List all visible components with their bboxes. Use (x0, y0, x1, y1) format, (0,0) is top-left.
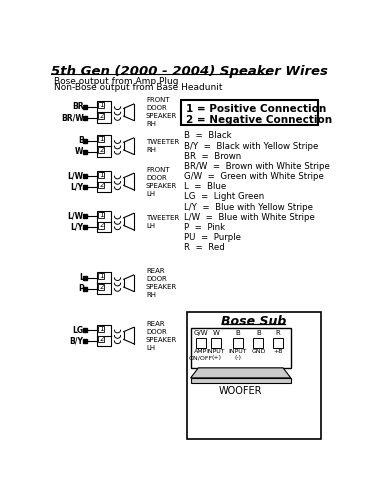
Bar (211, 338, 221, 348)
Text: 1: 1 (99, 136, 104, 142)
Bar (98, 273, 104, 279)
Text: +B: +B (273, 349, 283, 354)
Text: B: B (78, 136, 83, 145)
Bar (253, 338, 264, 348)
Text: W: W (213, 330, 220, 336)
Text: L/W: L/W (68, 172, 83, 181)
Text: 1: 1 (99, 102, 104, 108)
Text: TWEETER
LH: TWEETER LH (146, 215, 179, 229)
Text: 2: 2 (99, 147, 104, 153)
Text: L: L (79, 273, 83, 282)
Bar (98, 325, 104, 332)
Bar (98, 284, 104, 290)
Bar (97, 171, 111, 192)
Text: BR  =  Brown: BR = Brown (184, 152, 241, 161)
Text: 1 = Positive Connection: 1 = Positive Connection (186, 104, 326, 114)
Bar (97, 135, 111, 157)
Text: LG  =  Light Green: LG = Light Green (184, 193, 264, 202)
Text: Non-Bose output from Base Headunit: Non-Bose output from Base Headunit (55, 83, 223, 92)
Bar (98, 182, 104, 189)
Text: R  =  Red: R = Red (184, 244, 224, 252)
Text: AMP
ON/OFF: AMP ON/OFF (188, 349, 213, 360)
Text: 2: 2 (99, 284, 104, 290)
Text: 43: 43 (233, 338, 243, 347)
Text: G/W: G/W (193, 330, 208, 336)
Text: 2: 2 (99, 336, 104, 342)
Bar (233, 338, 243, 348)
Text: INPUT
(+): INPUT (+) (207, 349, 225, 360)
Text: W: W (75, 147, 83, 156)
Polygon shape (191, 368, 291, 378)
Bar (98, 212, 104, 218)
Text: 1: 1 (99, 326, 104, 332)
Text: Bose output from Amp Plug: Bose output from Amp Plug (55, 77, 179, 86)
Bar (98, 147, 104, 153)
Text: LG: LG (72, 326, 83, 335)
Text: TWEETER
RH: TWEETER RH (146, 139, 179, 153)
Text: B  =  Black: B = Black (184, 132, 231, 141)
Text: REAR
DOOR
SPEAKER
LH: REAR DOOR SPEAKER LH (146, 320, 177, 350)
Text: L/Y: L/Y (71, 183, 83, 192)
Bar (97, 325, 111, 346)
Text: Bose Sub: Bose Sub (221, 315, 287, 328)
Text: 1: 1 (99, 172, 104, 178)
Text: INPUT
(-): INPUT (-) (228, 349, 247, 360)
Text: 1: 1 (99, 273, 104, 279)
Text: L/W  =  Blue with White Stripe: L/W = Blue with White Stripe (184, 213, 315, 222)
Text: 2 = Negative Connection: 2 = Negative Connection (186, 115, 332, 125)
Text: 44: 44 (211, 338, 221, 347)
Text: PU  =  Purple: PU = Purple (184, 233, 241, 242)
Bar (98, 336, 104, 342)
Text: FRONT
DOOR
SPEAKER
LH: FRONT DOOR SPEAKER LH (146, 167, 177, 197)
Bar (97, 211, 111, 233)
Text: B/Y  =  Black with Yellow Stripe: B/Y = Black with Yellow Stripe (184, 142, 318, 151)
Bar (98, 102, 104, 108)
Text: BR/W: BR/W (61, 113, 83, 122)
Text: GND: GND (251, 349, 266, 354)
Text: G/W  =  Green with White Stripe: G/W = Green with White Stripe (184, 172, 324, 181)
Bar (191, 378, 291, 383)
Text: L/Y  =  Blue with Yellow Stripe: L/Y = Blue with Yellow Stripe (184, 203, 313, 212)
Bar (98, 223, 104, 229)
Bar (196, 338, 206, 348)
Text: P: P (78, 284, 83, 293)
Text: 2: 2 (99, 113, 104, 119)
Bar (98, 172, 104, 178)
Text: REAR
DOOR
SPEAKER
RH: REAR DOOR SPEAKER RH (146, 268, 177, 298)
Text: R: R (275, 330, 280, 336)
Text: FRONT
DOOR
SPEAKER
RH: FRONT DOOR SPEAKER RH (146, 97, 177, 127)
Text: 1: 1 (99, 212, 104, 218)
Text: 2: 2 (99, 183, 104, 189)
Text: B/Y: B/Y (70, 336, 83, 345)
Bar (182, 100, 318, 125)
Text: 5th Gen (2000 - 2004) Speaker Wires: 5th Gen (2000 - 2004) Speaker Wires (51, 64, 328, 77)
Bar (191, 328, 291, 368)
Text: 2: 2 (99, 223, 104, 229)
Bar (187, 312, 321, 440)
Bar (98, 113, 104, 119)
Text: BR/W  =  Brown with White Stripe: BR/W = Brown with White Stripe (184, 162, 330, 171)
Text: L  =  Blue: L = Blue (184, 182, 226, 191)
Bar (98, 136, 104, 142)
Text: B: B (256, 330, 261, 336)
Text: 46: 46 (273, 338, 283, 347)
Text: 45: 45 (196, 338, 206, 347)
Text: 47: 47 (254, 338, 263, 347)
Text: WOOFER: WOOFER (219, 386, 262, 396)
Bar (97, 101, 111, 123)
Text: P  =  Pink: P = Pink (184, 223, 225, 232)
Text: L/Y: L/Y (71, 223, 83, 232)
Bar (97, 272, 111, 294)
Text: B: B (235, 330, 240, 336)
Text: BR: BR (72, 102, 83, 111)
Text: L/W: L/W (68, 212, 83, 221)
Bar (273, 338, 283, 348)
